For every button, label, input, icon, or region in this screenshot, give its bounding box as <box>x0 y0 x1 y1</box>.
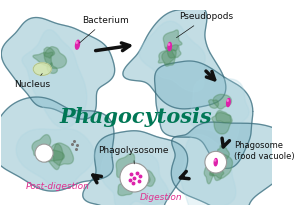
Polygon shape <box>181 134 236 215</box>
Polygon shape <box>44 47 55 58</box>
Text: Digestion: Digestion <box>140 193 183 202</box>
Polygon shape <box>216 111 231 123</box>
Ellipse shape <box>214 160 216 161</box>
Circle shape <box>120 163 149 192</box>
Text: Nucleus: Nucleus <box>14 74 50 89</box>
Polygon shape <box>211 166 224 181</box>
Ellipse shape <box>168 44 169 45</box>
Polygon shape <box>22 30 87 128</box>
Ellipse shape <box>33 63 51 75</box>
Polygon shape <box>43 144 63 170</box>
Polygon shape <box>136 164 155 186</box>
Polygon shape <box>154 61 253 169</box>
Circle shape <box>35 144 53 162</box>
Ellipse shape <box>76 40 80 49</box>
Polygon shape <box>118 183 133 196</box>
Text: Bacterium: Bacterium <box>80 16 129 43</box>
Polygon shape <box>47 63 57 74</box>
Ellipse shape <box>227 100 228 101</box>
Polygon shape <box>132 170 150 184</box>
Polygon shape <box>162 49 175 64</box>
Ellipse shape <box>226 98 230 107</box>
Polygon shape <box>217 145 229 160</box>
Polygon shape <box>166 45 181 58</box>
Polygon shape <box>171 122 300 215</box>
Polygon shape <box>208 100 218 108</box>
Ellipse shape <box>168 42 171 51</box>
Polygon shape <box>32 135 51 156</box>
Polygon shape <box>33 52 53 67</box>
Polygon shape <box>44 150 64 162</box>
Polygon shape <box>83 131 188 215</box>
Polygon shape <box>204 166 213 184</box>
Text: Phagosome
(food vacuole): Phagosome (food vacuole) <box>234 141 294 161</box>
Polygon shape <box>52 143 74 165</box>
Ellipse shape <box>214 159 217 166</box>
Polygon shape <box>116 154 136 178</box>
Text: Phagolysosome: Phagolysosome <box>98 146 169 164</box>
Text: Phagocytosis: Phagocytosis <box>60 107 212 127</box>
Polygon shape <box>190 78 249 143</box>
Polygon shape <box>101 150 169 210</box>
Polygon shape <box>212 112 232 134</box>
Polygon shape <box>16 129 94 189</box>
Circle shape <box>205 151 226 173</box>
Text: Post-digestion: Post-digestion <box>26 182 90 191</box>
Polygon shape <box>213 94 232 109</box>
Polygon shape <box>44 47 67 68</box>
Polygon shape <box>139 21 205 92</box>
Polygon shape <box>1 17 115 119</box>
Polygon shape <box>208 154 232 178</box>
Polygon shape <box>158 50 176 66</box>
Text: Pseudopods: Pseudopods <box>176 12 234 38</box>
Polygon shape <box>0 97 114 191</box>
Polygon shape <box>123 7 226 109</box>
Polygon shape <box>163 30 182 51</box>
Ellipse shape <box>76 41 77 43</box>
